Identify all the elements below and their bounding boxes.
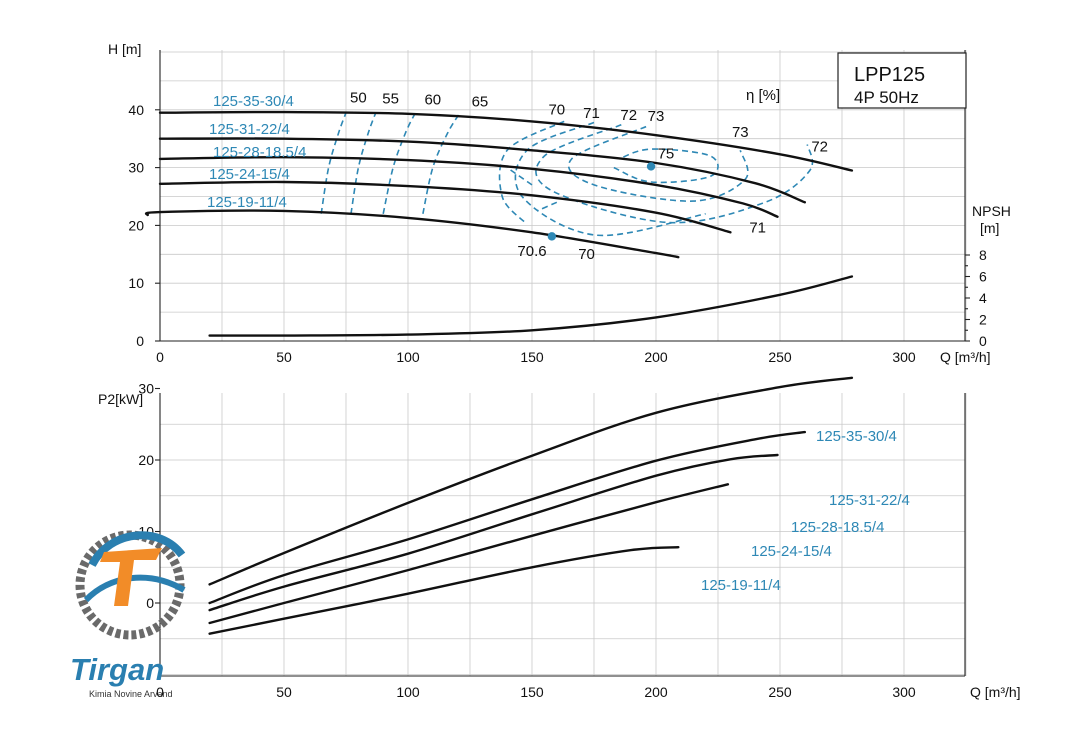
curve-125-28-18-5-4 — [158, 155, 779, 218]
efficiency-contour — [320, 112, 347, 214]
y-tick-label: 30 — [138, 381, 154, 397]
y2-axis-unit: [m] — [980, 220, 999, 236]
efficiency-label-71: 71 — [583, 105, 600, 122]
efficiency-point — [547, 232, 557, 241]
efficiency-contour — [350, 112, 377, 214]
efficiency-label-73: 73 — [648, 108, 665, 125]
y-tick-label: 40 — [128, 102, 144, 118]
head-chart-labels: 125-35-30/4 125-31-22/4 125-28-18.5/4 125-2… — [207, 89, 828, 263]
x-tick-label: 300 — [892, 349, 916, 365]
series-label-125-31-22-4: 125-31-22/4 — [829, 492, 910, 509]
series-label-125-28-18-5-4: 125-28-18.5/4 — [213, 144, 306, 161]
efficiency-label-70: 70 — [578, 246, 595, 263]
series-label-125-28-18-5-4: 125-28-18.5/4 — [791, 519, 884, 536]
efficiency-label-75: 75 — [658, 145, 675, 162]
y-tick-label: 20 — [138, 452, 154, 468]
y-axis-label: H [m] — [108, 41, 141, 57]
efficiency-contour — [567, 125, 749, 202]
efficiency-contour — [536, 201, 558, 212]
curve-125-19-11-4 — [208, 546, 680, 635]
efficiency-label-65: 65 — [472, 93, 489, 110]
efficiency-label-70: 70 — [548, 101, 565, 118]
y-tick-label: 10 — [128, 275, 144, 291]
efficiency-label-73: 73 — [732, 124, 749, 141]
efficiency-contour — [422, 112, 461, 214]
series-label-125-24-15-4: 125-24-15/4 — [751, 543, 832, 560]
x-tick-label: 150 — [520, 684, 544, 700]
x-tick-label: 0 — [156, 684, 164, 700]
logo-tagline: Kimia Novine Arvand — [89, 689, 173, 699]
y2-tick-label: 6 — [979, 269, 987, 285]
y-tick-label: 30 — [128, 160, 144, 176]
efficiency-contour — [613, 148, 719, 184]
series-label-125-35-30-4: 125-35-30/4 — [213, 93, 294, 110]
x-tick-label: 300 — [892, 684, 916, 700]
y-tick-label: 0 — [136, 333, 144, 349]
y-tick-label: 0 — [146, 595, 154, 611]
curve-npsh — [208, 275, 854, 337]
logo-name: Tirgan — [70, 652, 164, 687]
logo-wave-icon — [88, 531, 186, 568]
curve-125-28-18-5-4 — [208, 453, 779, 612]
efficiency-contour — [535, 124, 814, 224]
series-label-125-31-22-4: 125-31-22/4 — [209, 121, 290, 138]
curve-125-35-30-4 — [208, 376, 854, 586]
curve-125-24-15-4 — [208, 483, 730, 625]
series-label-125-35-30-4: 125-35-30/4 — [816, 428, 897, 445]
y2-tick-label: 8 — [979, 247, 987, 263]
x-tick-label: 200 — [644, 349, 668, 365]
x-tick-label: 250 — [768, 684, 792, 700]
x-tick-label: 50 — [276, 349, 292, 365]
x-axis-label: Q [m³/h] — [940, 349, 991, 365]
efficiency-contour — [498, 120, 565, 225]
efficiency-label-60: 60 — [424, 92, 441, 109]
efficiency-unit-label: η [%] — [746, 87, 780, 104]
series-label-125-19-11-4: 125-19-11/4 — [207, 194, 287, 211]
series-label-125-24-15-4: 125-24-15/4 — [209, 166, 290, 183]
power-chart-labels: 125-35-30/4 125-31-22/4 125-28-18.5/4 125-2… — [701, 428, 910, 594]
model-box-frame — [837, 52, 967, 109]
efficiency-contour — [382, 112, 417, 214]
x-tick-label: 0 — [156, 349, 164, 365]
power-curves — [208, 376, 854, 635]
logo-wave2-icon — [83, 574, 186, 603]
y-tick-label: 20 — [128, 217, 144, 233]
curve-125-31-22-4 — [158, 137, 806, 204]
efficiency-label-70-6: 70.6 — [517, 243, 546, 260]
y2-tick-label: 2 — [979, 312, 987, 328]
curve-125-19-11-4 — [144, 209, 680, 259]
curve-125-35-30-4 — [158, 110, 854, 172]
y-axis-label: P2[kW] — [98, 391, 143, 407]
x-tick-label: 50 — [276, 684, 292, 700]
efficiency-contours — [320, 112, 814, 237]
x-tick-label: 250 — [768, 349, 792, 365]
efficiency-label-71: 71 — [749, 219, 766, 236]
efficiency-point — [646, 162, 656, 171]
tirgan-logo: Tirgan Kimia Novine Arvand — [70, 530, 186, 699]
curve-125-31-22-4 — [208, 430, 806, 605]
efficiency-contour — [514, 121, 706, 237]
efficiency-label-72: 72 — [811, 138, 828, 155]
y2-axis-label: NPSH — [972, 203, 1011, 219]
efficiency-label-50: 50 — [350, 89, 367, 106]
efficiency-contour — [506, 166, 533, 186]
model-subtitle: 4P 50Hz — [854, 88, 919, 107]
model-title: LPP125 — [854, 64, 925, 86]
y2-tick-label: 4 — [979, 290, 987, 306]
y2-tick-label: 0 — [979, 333, 987, 349]
x-tick-label: 200 — [644, 684, 668, 700]
x-tick-label: 100 — [396, 349, 420, 365]
x-tick-label: 100 — [396, 684, 420, 700]
series-label-125-19-11-4: 125-19-11/4 — [701, 577, 781, 594]
efficiency-label-72: 72 — [620, 107, 637, 124]
efficiency-label-55: 55 — [382, 90, 399, 107]
logo-t-icon — [100, 548, 162, 606]
x-tick-label: 150 — [520, 349, 544, 365]
curve-125-24-15-4 — [158, 180, 732, 234]
x-axis-label: Q [m³/h] — [970, 684, 1021, 700]
model-box: LPP125 4P 50Hz — [837, 52, 967, 109]
head-curves — [144, 110, 854, 337]
